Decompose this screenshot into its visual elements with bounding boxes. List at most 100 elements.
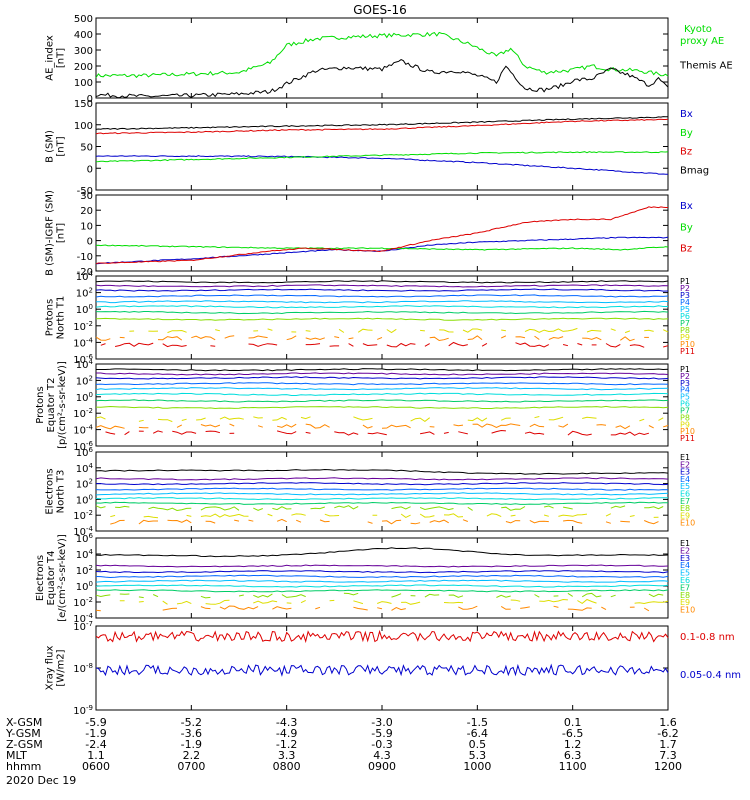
channel-line-e10 xyxy=(234,519,240,522)
footer-value-mlt: 3.3 xyxy=(278,749,296,762)
channel-line-p9 xyxy=(181,418,187,421)
legend-entry: 0.1-0.8 nm xyxy=(680,632,735,643)
channel-line-p10 xyxy=(515,336,526,339)
channel-line-p9 xyxy=(157,418,173,423)
series-line-bmag xyxy=(95,116,668,130)
channel-line-p10 xyxy=(334,336,340,339)
channel-line-p10 xyxy=(429,336,449,342)
channel-line-e8 xyxy=(95,594,111,598)
channel-line-p10 xyxy=(257,425,263,428)
y-tick-label: -10 xyxy=(77,252,93,263)
channel-label-p3: P3 xyxy=(680,379,690,388)
panel-frame xyxy=(95,102,669,191)
y-tick-label: 30 xyxy=(80,191,93,202)
channel-line-p9 xyxy=(300,416,311,420)
channel-line-e8 xyxy=(567,592,573,597)
channel-line-e10 xyxy=(110,519,125,525)
panel-2: -50 0 50 100 150 B (SM) [nT] Bx By Bz Bmag xyxy=(45,99,710,197)
channel-line-p10 xyxy=(95,336,111,341)
channel-line-e8 xyxy=(238,594,244,597)
y-tick-label: 102 xyxy=(76,287,93,300)
channel-line-e9 xyxy=(377,601,392,604)
channel-line-e8 xyxy=(424,593,440,598)
footer-value-mlt: 4.3 xyxy=(373,749,391,762)
channel-line-e9 xyxy=(543,514,549,517)
footer-value-x: -5.2 xyxy=(181,716,202,729)
legend-entry: By xyxy=(680,128,693,139)
series-line-by xyxy=(95,151,669,163)
channel-line-e8 xyxy=(281,594,306,598)
channel-label-p6: P6 xyxy=(680,400,690,409)
footer-value-time: 0600 xyxy=(82,760,110,773)
channel-line-e10 xyxy=(567,607,592,611)
channel-line-e8 xyxy=(343,592,359,596)
channel-label-p3: P3 xyxy=(680,291,690,300)
channel-label-e6: E6 xyxy=(680,490,690,499)
channel-line-e10 xyxy=(296,519,302,523)
channel-label-p10: P10 xyxy=(680,340,695,349)
channel-line-p9 xyxy=(639,418,645,422)
channel-line-p10 xyxy=(224,335,235,339)
channel-line-p9 xyxy=(253,416,263,419)
channel-line-e9 xyxy=(486,513,502,518)
y-tick-label: 10-2 xyxy=(73,596,93,609)
channel-line-e8 xyxy=(448,594,464,598)
channel-line-e9 xyxy=(510,599,521,602)
channel-label-p7: P7 xyxy=(680,319,690,328)
y-tick-label: 104 xyxy=(76,270,94,283)
channel-line-p11 xyxy=(577,343,583,346)
channel-label-e5: E5 xyxy=(680,482,690,491)
channel-line-e10 xyxy=(377,607,383,610)
y-tick-label: 104 xyxy=(76,358,94,371)
channel-line-p1 xyxy=(96,368,669,372)
y-tick-label: 104 xyxy=(76,462,94,475)
series-line-0-05-0-4-nm xyxy=(95,663,669,677)
channel-line-e10 xyxy=(219,605,259,610)
y-axis-label: Equator T4 xyxy=(46,551,57,606)
channel-line-p11 xyxy=(481,342,488,347)
channel-line-p2 xyxy=(96,372,669,376)
channel-line-e9 xyxy=(605,513,612,517)
panel-3: -20 -10 0 10 20 30 B (SM)-IGRF (SM) [nT] Bx By Bz xyxy=(45,190,693,278)
y-tick-label: 100 xyxy=(74,78,93,89)
channel-line-p11 xyxy=(362,343,378,347)
channel-label-p11: P11 xyxy=(680,434,695,443)
channel-line-p10 xyxy=(95,425,125,430)
channel-label-e8: E8 xyxy=(680,591,690,600)
channel-label-e8: E8 xyxy=(680,504,690,513)
channel-line-p9 xyxy=(353,416,373,421)
y-axis-label: [nT] xyxy=(56,48,67,68)
channel-line-p9 xyxy=(524,327,578,333)
channel-line-e10 xyxy=(429,519,449,524)
channel-line-p11 xyxy=(105,431,116,435)
channel-line-p9 xyxy=(196,417,206,421)
y-tick-label: -20 xyxy=(77,267,93,278)
channel-line-p10 xyxy=(467,335,483,340)
y-axis-label: [e/(cm²-s-sr-keV)] xyxy=(57,534,68,622)
channel-line-e10 xyxy=(643,607,650,612)
channel-line-p6 xyxy=(95,305,668,309)
channel-line-p10 xyxy=(200,424,221,428)
channel-line-p9 xyxy=(219,416,244,420)
channel-line-p11 xyxy=(562,344,569,347)
channel-line-e10 xyxy=(644,520,659,525)
channel-line-p9 xyxy=(439,329,454,333)
footer-value-mlt: 5.3 xyxy=(469,749,487,762)
channel-line-p11 xyxy=(491,429,506,434)
footer-value-y: -1.9 xyxy=(85,727,106,740)
channel-label-e9: E9 xyxy=(680,598,690,607)
channel-label-p9: P9 xyxy=(680,420,690,429)
channel-label-p7: P7 xyxy=(680,406,690,415)
y-axis-label: Xray flux xyxy=(45,646,56,691)
channel-line-e10 xyxy=(205,520,216,524)
channel-line-p9 xyxy=(386,328,397,334)
channel-line-p11 xyxy=(334,431,359,436)
channel-line-p9 xyxy=(167,329,187,334)
footer-value-x: -1.5 xyxy=(467,716,488,729)
channel-line-e9 xyxy=(300,599,306,604)
y-axis-label: [nT] xyxy=(56,223,67,243)
legend-entry: Bz xyxy=(680,147,692,158)
